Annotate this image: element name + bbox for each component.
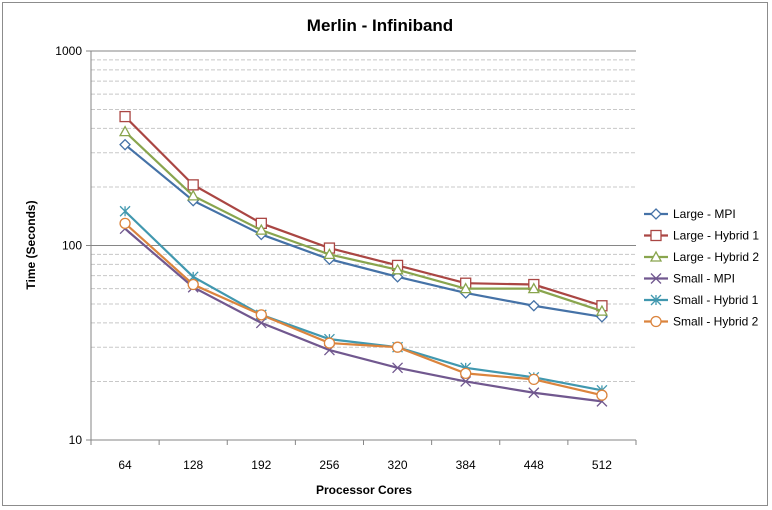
legend-label: Large - MPI <box>673 207 736 221</box>
data-point <box>459 282 472 294</box>
legend-label: Large - Hybrid 1 <box>673 229 759 243</box>
data-point <box>187 278 199 291</box>
series-line <box>124 210 603 392</box>
x-tick-label: 256 <box>319 458 339 472</box>
data-point <box>119 110 131 123</box>
x-tick-label: 512 <box>592 458 612 472</box>
legend-item: Small - Hybrid 2 <box>644 315 759 329</box>
data-point <box>460 375 472 387</box>
data-point <box>187 189 200 201</box>
y-tick-label: 100 <box>62 239 82 253</box>
legend-label: Small - MPI <box>673 272 735 286</box>
series-large-hybrid-2 <box>118 125 609 316</box>
data-point <box>527 299 540 312</box>
data-point <box>527 282 540 294</box>
data-point <box>650 208 662 220</box>
chart-title: Merlin - Infiniband <box>307 16 453 35</box>
x-tick-label: 384 <box>456 458 476 472</box>
data-point <box>187 179 199 191</box>
y-tick-labels: 10 100 1000 <box>55 44 91 447</box>
data-point <box>392 362 404 374</box>
data-point <box>119 205 131 217</box>
x-axis-title: Processor Cores <box>316 483 412 497</box>
data-point <box>650 294 662 306</box>
x-tick-label: 192 <box>251 458 271 472</box>
data-point <box>650 273 662 284</box>
x-tick-label: 448 <box>524 458 544 472</box>
data-point <box>118 125 132 137</box>
series-lines <box>118 110 609 407</box>
data-point <box>119 138 131 151</box>
series-line <box>124 115 603 307</box>
series-large-mpi <box>119 138 608 323</box>
data-point <box>391 341 404 353</box>
data-point <box>649 250 663 262</box>
data-point <box>323 337 336 349</box>
data-point <box>391 263 404 275</box>
legend: Large - MPI Large - Hybrid 1 Large - Hybri… <box>644 207 759 329</box>
series-small-hybrid-2 <box>119 217 608 401</box>
series-line <box>124 222 603 397</box>
data-point <box>255 317 267 329</box>
data-point <box>596 389 608 401</box>
data-point <box>528 387 540 399</box>
data-point <box>460 367 472 380</box>
x-tick-label: 320 <box>388 458 408 472</box>
data-point <box>650 315 662 328</box>
x-tick-label: 128 <box>183 458 203 472</box>
y-tick-label: 1000 <box>55 44 82 58</box>
legend-item: Large - Hybrid 1 <box>644 229 759 243</box>
legend-label: Large - Hybrid 2 <box>673 250 759 264</box>
series-line <box>124 227 603 403</box>
legend-label: Small - Hybrid 2 <box>673 315 759 329</box>
data-point <box>595 304 609 316</box>
data-point <box>650 229 662 242</box>
legend-item: Large - MPI <box>644 207 736 221</box>
y-tick-label: 10 <box>69 433 83 447</box>
data-point <box>255 223 268 235</box>
legend-item: Small - MPI <box>644 272 735 286</box>
legend-label: Small - Hybrid 1 <box>673 293 759 307</box>
data-point <box>323 248 336 260</box>
legend-item: Large - Hybrid 2 <box>644 250 759 264</box>
x-tick-labels: 64 128 192 256 320 384 448 512 <box>90 440 637 472</box>
gridlines <box>91 50 636 382</box>
data-point <box>528 373 540 386</box>
y-axis-title: Time (Seconds) <box>24 200 38 289</box>
x-tick-label: 64 <box>118 458 132 472</box>
legend-item: Small - Hybrid 1 <box>644 293 759 307</box>
series-line <box>124 130 603 313</box>
data-point <box>255 309 267 321</box>
data-point <box>119 217 131 229</box>
series-line <box>124 143 603 318</box>
